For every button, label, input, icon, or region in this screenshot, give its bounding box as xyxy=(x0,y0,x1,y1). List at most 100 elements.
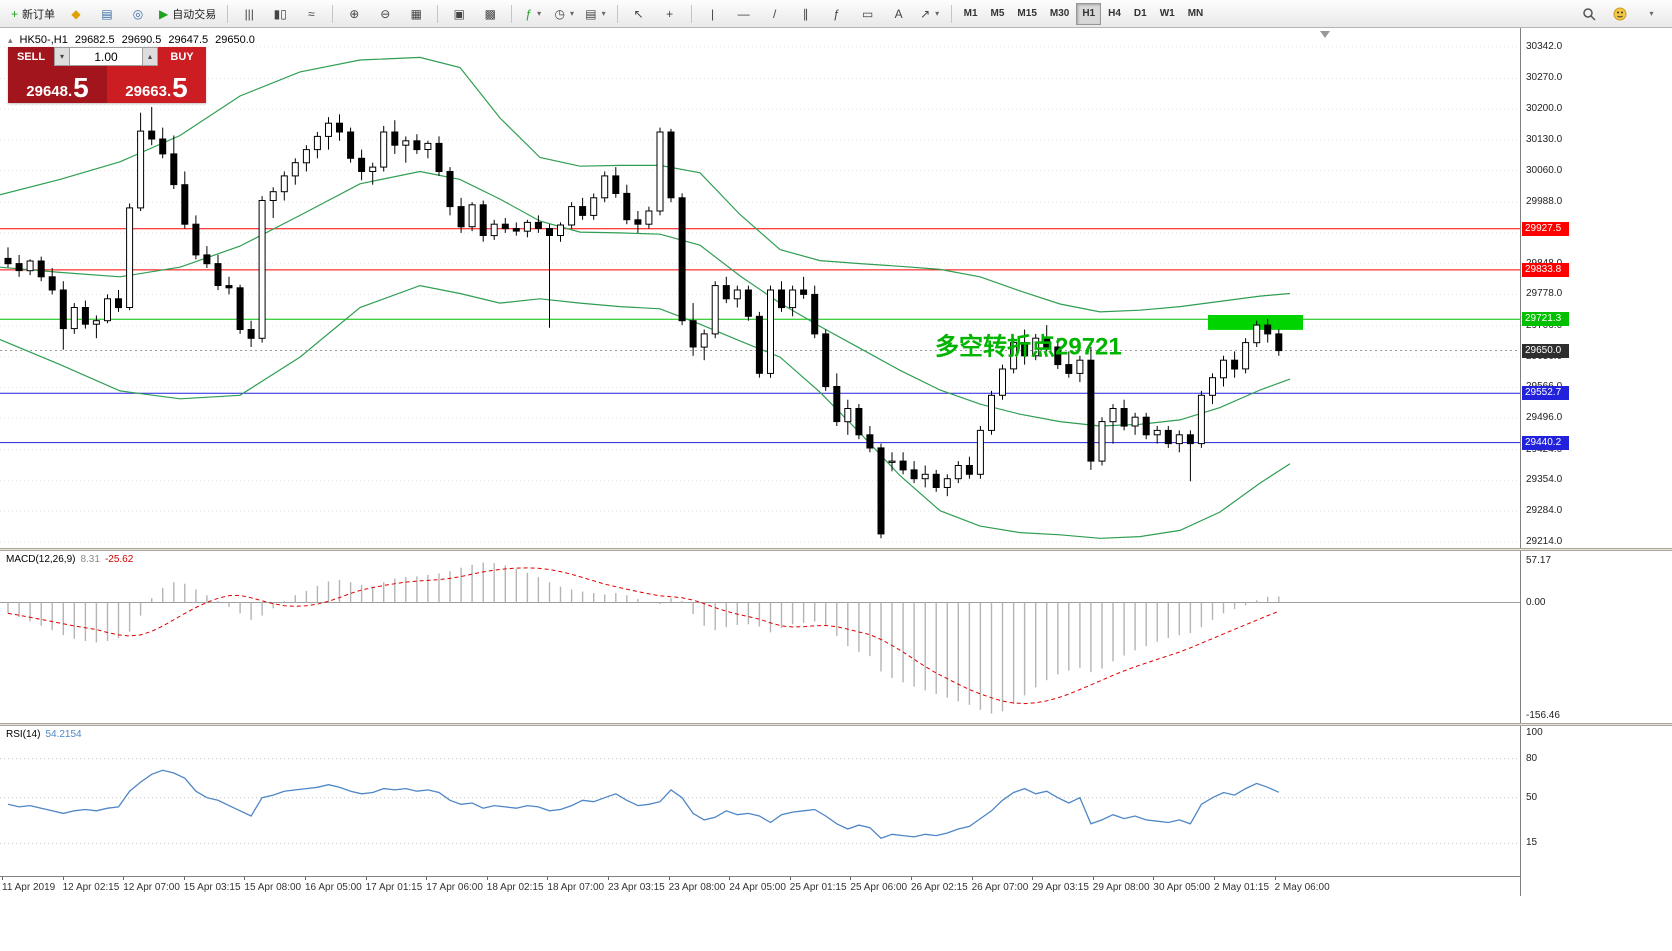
arrows-button[interactable]: ↗ ▾ xyxy=(915,2,945,26)
time-axis[interactable]: 11 Apr 2019 12 Apr 02:15 12 Apr 07:00 15 Ap… xyxy=(0,876,1520,897)
price-chart-panel[interactable]: 多空转折点29721 ▴ HK50-,H1 29682.5 29690.5 29… xyxy=(0,28,1520,548)
trendline-button[interactable]: / xyxy=(760,2,790,26)
time-tick xyxy=(426,877,428,880)
autotrading-button[interactable]: ▶ 自动交易 xyxy=(154,2,221,26)
price-axis-label: 30200.0 xyxy=(1526,103,1563,115)
rsi-axis-label: 100 xyxy=(1526,726,1543,738)
text-button[interactable]: A xyxy=(884,2,914,26)
price-scale[interactable]: 30342.0 30270.0 30200.0 30130.0 30060.0 29988… xyxy=(1520,28,1672,896)
market-watch-button[interactable]: ▤ xyxy=(92,2,122,26)
toolbar-buttons: + 新订单 ◆ ▤ ◎ ▶ 自动交易 ||| ▮▯ ≈ ⊕ ⊖ ▦ ▣ ▩ ƒ ▾ ◷ ▾ ▤ ▾ ↖ + | — / ∥ ƒ ▭ A ↗ ▾… xyxy=(6,2,1209,26)
macd-histogram xyxy=(7,562,1280,714)
cursor-button[interactable]: ↖ xyxy=(624,2,654,26)
buy-price[interactable]: 29663. 5 xyxy=(107,66,206,103)
time-tick xyxy=(1092,877,1094,880)
timeframe-m5-button[interactable]: M5 xyxy=(990,8,1005,19)
templates-button[interactable]: ▤ ▾ xyxy=(580,2,610,26)
price-axis-label: 29214.0 xyxy=(1526,535,1563,547)
chart-workspace: 多空转折点29721 ▴ HK50-,H1 29682.5 29690.5 29… xyxy=(0,28,1672,951)
rsi-axis-label: 80 xyxy=(1526,752,1538,764)
time-axis-label: 17 Apr 06:00 xyxy=(426,882,483,893)
ohlc-low: 29647.5 xyxy=(168,34,209,46)
channel-button[interactable]: ∥ xyxy=(791,2,821,26)
buy-button[interactable]: BUY xyxy=(158,47,206,66)
auto-arrange-button[interactable]: ▦ xyxy=(401,2,431,26)
periods-icon: ◷ xyxy=(554,6,565,21)
data-window-button[interactable]: ◎ xyxy=(123,2,153,26)
rsi-line xyxy=(7,769,1280,839)
timeframe-mn-button[interactable]: MN xyxy=(1187,8,1204,19)
timeframe-h1-button[interactable]: H1 xyxy=(1076,2,1102,25)
symbol-timeframe-label: HK50-,H1 xyxy=(19,34,68,46)
community-button[interactable] xyxy=(1605,2,1635,26)
time-axis-label: 15 Apr 03:15 xyxy=(183,882,241,893)
collapse-arrow-icon[interactable]: ▴ xyxy=(8,34,13,45)
vertical-line-icon: | xyxy=(711,6,715,21)
shapes-button[interactable]: ▭ xyxy=(853,2,883,26)
zoom-in-icon: ⊕ xyxy=(349,6,360,21)
new-order-button[interactable]: + 新订单 xyxy=(6,2,60,26)
indicators-button[interactable]: ƒ ▾ xyxy=(518,2,548,26)
toolbar-overflow-button[interactable]: ▾ xyxy=(1636,2,1666,26)
panel-splitter[interactable] xyxy=(0,723,1672,726)
volume-increase-button[interactable]: ▴ xyxy=(142,47,158,66)
time-axis-label: 17 Apr 01:15 xyxy=(365,882,423,893)
time-tick xyxy=(547,877,549,880)
macd-canvas[interactable] xyxy=(0,551,1520,723)
timeframe-m15-button[interactable]: M15 xyxy=(1017,8,1037,19)
sell-price[interactable]: 29648. 5 xyxy=(8,66,107,103)
main-toolbar: + 新订单 ◆ ▤ ◎ ▶ 自动交易 ||| ▮▯ ≈ ⊕ ⊖ ▦ ▣ ▩ ƒ ▾ ◷ ▾ ▤ ▾ ↖ + | — / ∥ ƒ ▭ A ↗ ▾… xyxy=(0,0,1672,28)
time-tick xyxy=(365,877,367,880)
price-axis-label: 29354.0 xyxy=(1526,474,1563,486)
current-price-badge: 29650.0 xyxy=(1522,343,1569,358)
horizontal-line-button[interactable]: — xyxy=(729,2,759,26)
volume-decrease-button[interactable]: ▾ xyxy=(54,47,70,66)
timeframe-w1-button[interactable]: W1 xyxy=(1159,8,1175,19)
periods-button[interactable]: ◷ ▾ xyxy=(549,2,579,26)
toolbar-separator xyxy=(511,4,513,23)
time-tick xyxy=(1032,877,1034,880)
time-tick xyxy=(608,877,609,880)
chart-annotation-text[interactable]: 多空转折点29721 xyxy=(935,333,1122,361)
line-chart-button[interactable]: ≈ xyxy=(296,2,326,26)
bollinger-middle-line xyxy=(0,170,1291,427)
zoom-in-button[interactable]: ⊕ xyxy=(339,2,369,26)
price-chart-canvas[interactable]: 多空转折点29721 xyxy=(0,28,1520,548)
macd-panel[interactable]: MACD(12,26,9) 8.31 -25.62 xyxy=(0,551,1520,723)
volume-input[interactable] xyxy=(70,47,142,66)
time-axis-label: 12 Apr 02:15 xyxy=(62,882,120,893)
rsi-name: RSI(14) xyxy=(6,729,41,740)
crosshair-button[interactable]: + xyxy=(655,2,685,26)
vertical-line-button[interactable]: | xyxy=(698,2,728,26)
bar-chart-button[interactable]: ||| xyxy=(234,2,264,26)
chevron-down-icon: ▾ xyxy=(569,9,574,18)
timeframe-m30-button[interactable]: M30 xyxy=(1049,8,1070,19)
timeframe-m1-button[interactable]: M1 xyxy=(963,8,978,19)
rsi-canvas[interactable] xyxy=(0,726,1520,876)
metaeditor-button[interactable]: ◆ xyxy=(61,2,91,26)
macd-axis-label: 0.00 xyxy=(1526,596,1546,608)
time-tick xyxy=(183,877,185,880)
zoom-out-button[interactable]: ⊖ xyxy=(370,2,400,26)
autotrading-icon: ▶ xyxy=(159,6,169,21)
fibonacci-button[interactable]: ƒ xyxy=(822,2,852,26)
chart-shift-marker[interactable] xyxy=(1320,31,1330,38)
candlestick-chart-button[interactable]: ▮▯ xyxy=(265,2,295,26)
tile-windows-button[interactable]: ▣ xyxy=(444,2,474,26)
time-tick xyxy=(2,877,3,880)
toolbar-separator xyxy=(690,4,692,23)
timeframe-d1-button[interactable]: D1 xyxy=(1133,8,1147,19)
data-window-icon: ◎ xyxy=(132,6,144,21)
cascade-windows-button[interactable]: ▩ xyxy=(475,2,505,26)
highlight-rectangle[interactable] xyxy=(1208,315,1303,330)
timeframe-h4-button[interactable]: H4 xyxy=(1108,8,1121,19)
sell-button[interactable]: SELL xyxy=(8,47,54,66)
rsi-panel[interactable]: RSI(14) 54.2154 xyxy=(0,726,1520,876)
search-button[interactable] xyxy=(1574,2,1604,26)
panel-splitter[interactable] xyxy=(0,548,1672,551)
macd-value-signal: -25.62 xyxy=(104,554,134,565)
time-axis-label: 30 Apr 05:00 xyxy=(1153,882,1211,893)
macd-axis-label: 57.17 xyxy=(1526,555,1552,567)
auto-arrange-icon: ▦ xyxy=(410,6,422,21)
cursor-icon: ↖ xyxy=(633,6,644,21)
